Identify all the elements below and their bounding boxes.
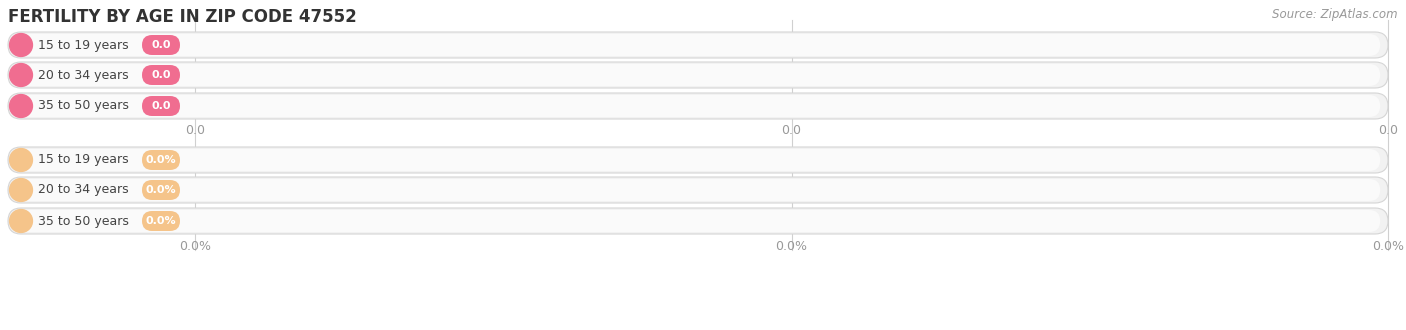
Text: 0.0: 0.0 <box>152 101 170 111</box>
Text: 20 to 34 years: 20 to 34 years <box>38 183 128 196</box>
Circle shape <box>10 148 32 172</box>
Text: 0.0: 0.0 <box>186 123 205 137</box>
Text: 15 to 19 years: 15 to 19 years <box>38 153 128 167</box>
FancyBboxPatch shape <box>142 211 180 231</box>
FancyBboxPatch shape <box>142 96 180 116</box>
FancyBboxPatch shape <box>142 35 180 55</box>
FancyBboxPatch shape <box>15 34 1381 56</box>
FancyBboxPatch shape <box>15 95 1381 117</box>
Text: 0.0%: 0.0% <box>776 241 807 253</box>
FancyBboxPatch shape <box>15 210 1381 232</box>
FancyBboxPatch shape <box>15 64 1381 86</box>
Text: 0.0%: 0.0% <box>146 216 176 226</box>
Text: 20 to 34 years: 20 to 34 years <box>38 69 128 82</box>
Circle shape <box>10 95 32 117</box>
FancyBboxPatch shape <box>8 208 1388 234</box>
FancyBboxPatch shape <box>142 65 180 85</box>
FancyBboxPatch shape <box>8 32 1388 58</box>
FancyBboxPatch shape <box>142 180 180 200</box>
Text: 0.0: 0.0 <box>782 123 801 137</box>
Text: 0.0: 0.0 <box>1378 123 1398 137</box>
FancyBboxPatch shape <box>15 179 1381 201</box>
FancyBboxPatch shape <box>8 177 1388 203</box>
Text: 0.0: 0.0 <box>152 70 170 80</box>
FancyBboxPatch shape <box>15 149 1381 171</box>
FancyBboxPatch shape <box>8 147 1388 173</box>
FancyBboxPatch shape <box>8 62 1388 88</box>
FancyBboxPatch shape <box>8 93 1388 119</box>
Text: 0.0: 0.0 <box>152 40 170 50</box>
Text: Source: ZipAtlas.com: Source: ZipAtlas.com <box>1272 8 1398 21</box>
Text: 35 to 50 years: 35 to 50 years <box>38 214 129 227</box>
Circle shape <box>10 210 32 232</box>
Text: 0.0%: 0.0% <box>179 241 211 253</box>
Text: 15 to 19 years: 15 to 19 years <box>38 39 128 51</box>
Text: 0.0%: 0.0% <box>146 155 176 165</box>
FancyBboxPatch shape <box>142 150 180 170</box>
Circle shape <box>10 179 32 201</box>
Text: 0.0%: 0.0% <box>1372 241 1405 253</box>
Text: 0.0%: 0.0% <box>146 185 176 195</box>
Circle shape <box>10 34 32 56</box>
Text: FERTILITY BY AGE IN ZIP CODE 47552: FERTILITY BY AGE IN ZIP CODE 47552 <box>8 8 357 26</box>
Circle shape <box>10 64 32 86</box>
Text: 35 to 50 years: 35 to 50 years <box>38 100 129 113</box>
